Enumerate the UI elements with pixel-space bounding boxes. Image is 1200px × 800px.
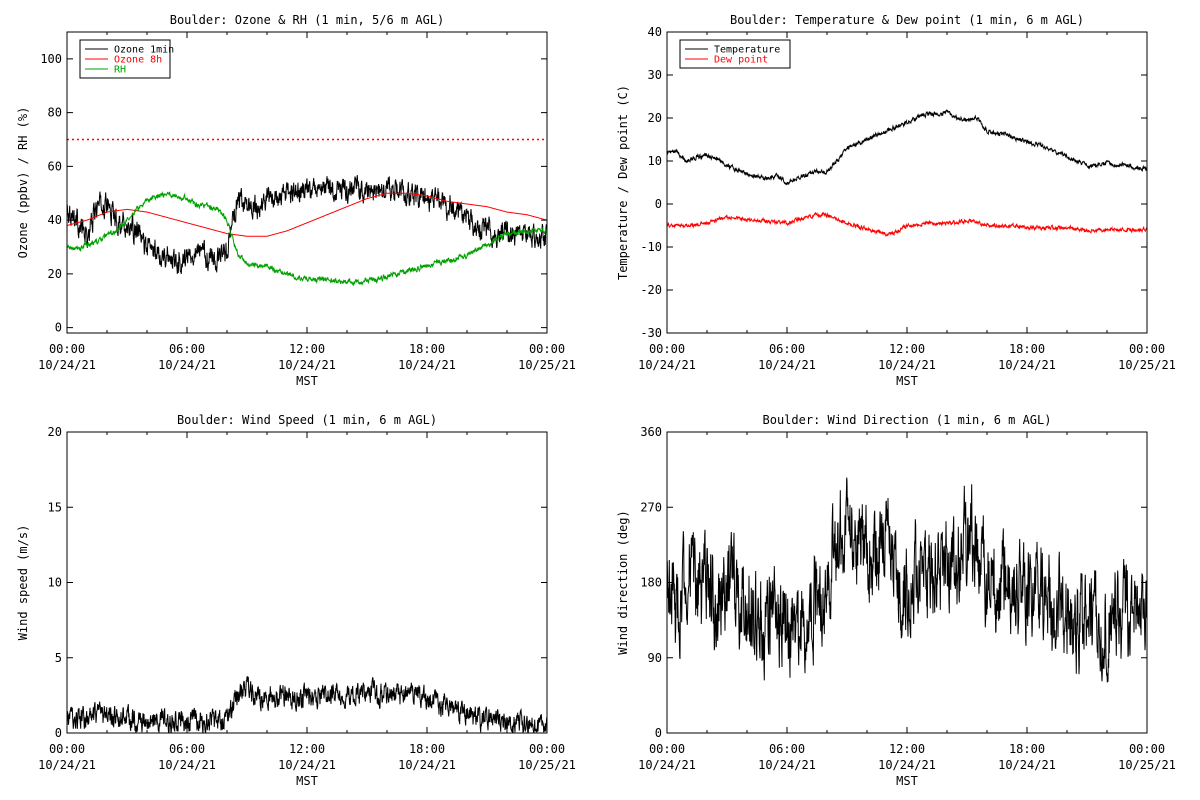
legend-label-ozone-1min: Ozone 1min [114, 45, 174, 56]
temperature-dewpoint-panel: Boulder: Temperature & Dew point (1 min,… [616, 13, 1176, 388]
x-tick-label-date: 10/25/21 [518, 758, 576, 772]
x-tick-label-date: 10/24/21 [878, 358, 936, 372]
y-tick-label: 60 [48, 159, 62, 173]
x-axis-label: MST [296, 774, 318, 788]
y-tick-label: -30 [640, 326, 662, 340]
x-axis-label: MST [296, 374, 318, 388]
y-tick-label: 40 [648, 25, 662, 39]
legend: Ozone 1min Ozone 8h RH [79, 39, 174, 79]
y-tick-label: 20 [648, 111, 662, 125]
x-tick-label-date: 10/25/21 [1118, 358, 1176, 372]
x-tick-label-date: 10/25/21 [1118, 758, 1176, 772]
y-tick-label: 100 [40, 52, 62, 66]
x-tick-label-time: 18:00 [1009, 342, 1045, 356]
x-tick-label-date: 10/24/21 [278, 758, 336, 772]
series-line-series [667, 477, 1147, 683]
series-line-temperature [667, 109, 1147, 186]
y-axis-label: Ozone (ppbv) / RH (%) [16, 107, 30, 259]
legend-label-temperature: Temperature [714, 45, 780, 56]
x-axis-label: MST [896, 374, 918, 388]
y-tick-label: 0 [655, 197, 662, 211]
x-tick-label-time: 00:00 [649, 342, 685, 356]
series-line-ozone-1min [67, 175, 547, 274]
y-axis-label: Wind direction (deg) [616, 510, 630, 655]
plot-frame [666, 31, 1148, 334]
series-line-series [67, 676, 547, 733]
x-tick-label-time: 18:00 [409, 342, 445, 356]
series-line-ozone-8h [67, 192, 547, 237]
wind-direction-panel: Boulder: Wind Direction (1 min, 6 m AGL)… [616, 413, 1176, 788]
chart-title: Boulder: Temperature & Dew point (1 min,… [730, 13, 1084, 27]
x-tick-label-time: 12:00 [289, 342, 325, 356]
x-tick-label-time: 00:00 [529, 742, 565, 756]
x-tick-label-time: 00:00 [1129, 342, 1165, 356]
y-tick-label: 30 [648, 68, 662, 82]
plot-frame [66, 431, 548, 734]
series-line-rh [67, 191, 547, 287]
x-tick-label-time: 00:00 [649, 742, 685, 756]
y-axis-label: Temperature / Dew point (C) [616, 85, 630, 280]
y-tick-label: 270 [640, 500, 662, 514]
y-tick-label: -10 [640, 240, 662, 254]
x-tick-label-date: 10/24/21 [158, 758, 216, 772]
y-tick-label: 5 [55, 651, 62, 665]
legend-label-ozone-8h: Ozone 8h [114, 55, 162, 66]
y-tick-label: 180 [640, 576, 662, 590]
chart-title: Boulder: Wind Speed (1 min, 6 m AGL) [177, 413, 437, 427]
x-tick-label-time: 00:00 [1129, 742, 1165, 756]
x-tick-label-time: 00:00 [529, 342, 565, 356]
x-tick-label-date: 10/24/21 [398, 758, 456, 772]
y-tick-label: 20 [48, 425, 62, 439]
x-tick-label-time: 06:00 [769, 742, 805, 756]
x-tick-label-date: 10/24/21 [638, 358, 696, 372]
x-tick-label-date: 10/24/21 [398, 358, 456, 372]
x-tick-label-date: 10/24/21 [638, 758, 696, 772]
x-tick-label-date: 10/24/21 [758, 758, 816, 772]
x-tick-label-time: 06:00 [169, 342, 205, 356]
y-tick-label: 0 [55, 726, 62, 740]
y-tick-label: 0 [655, 726, 662, 740]
x-tick-label-time: 00:00 [49, 342, 85, 356]
x-tick-label-date: 10/24/21 [38, 358, 96, 372]
x-tick-label-date: 10/25/21 [518, 358, 576, 372]
x-tick-label-time: 18:00 [1009, 742, 1045, 756]
y-tick-label: 20 [48, 267, 62, 281]
x-tick-label-date: 10/24/21 [878, 758, 936, 772]
y-tick-label: 15 [48, 500, 62, 514]
x-axis-label: MST [896, 774, 918, 788]
wind-speed-panel: Boulder: Wind Speed (1 min, 6 m AGL) Win… [16, 413, 576, 788]
x-tick-label-time: 18:00 [409, 742, 445, 756]
chart-title: Boulder: Ozone & RH (1 min, 5/6 m AGL) [170, 13, 445, 27]
y-tick-label: 90 [648, 651, 662, 665]
legend-label-dew-point: Dew point [714, 55, 768, 66]
y-tick-label: -20 [640, 283, 662, 297]
y-tick-label: 80 [48, 106, 62, 120]
x-tick-label-date: 10/24/21 [998, 358, 1056, 372]
y-tick-label: 0 [55, 321, 62, 335]
x-tick-label-time: 12:00 [889, 742, 925, 756]
x-tick-label-date: 10/24/21 [158, 358, 216, 372]
legend-label-rh: RH [114, 65, 126, 76]
y-tick-label: 10 [648, 154, 662, 168]
x-tick-label-time: 06:00 [769, 342, 805, 356]
y-axis-label: Wind speed (m/s) [16, 525, 30, 641]
x-tick-label-time: 12:00 [289, 742, 325, 756]
x-tick-label-time: 12:00 [889, 342, 925, 356]
y-tick-label: 10 [48, 576, 62, 590]
x-tick-label-date: 10/24/21 [38, 758, 96, 772]
x-tick-label-date: 10/24/21 [998, 758, 1056, 772]
legend-box [679, 39, 791, 69]
ozone-rh-panel: Boulder: Ozone & RH (1 min, 5/6 m AGL) O… [16, 13, 576, 388]
legend: Temperature Dew point [679, 39, 791, 69]
y-tick-label: 40 [48, 213, 62, 227]
x-tick-label-date: 10/24/21 [758, 358, 816, 372]
chart-title: Boulder: Wind Direction (1 min, 6 m AGL) [763, 413, 1052, 427]
x-tick-label-time: 06:00 [169, 742, 205, 756]
y-tick-label: 360 [640, 425, 662, 439]
x-tick-label-time: 00:00 [49, 742, 85, 756]
series-line-dew-point [667, 211, 1147, 238]
x-tick-label-date: 10/24/21 [278, 358, 336, 372]
